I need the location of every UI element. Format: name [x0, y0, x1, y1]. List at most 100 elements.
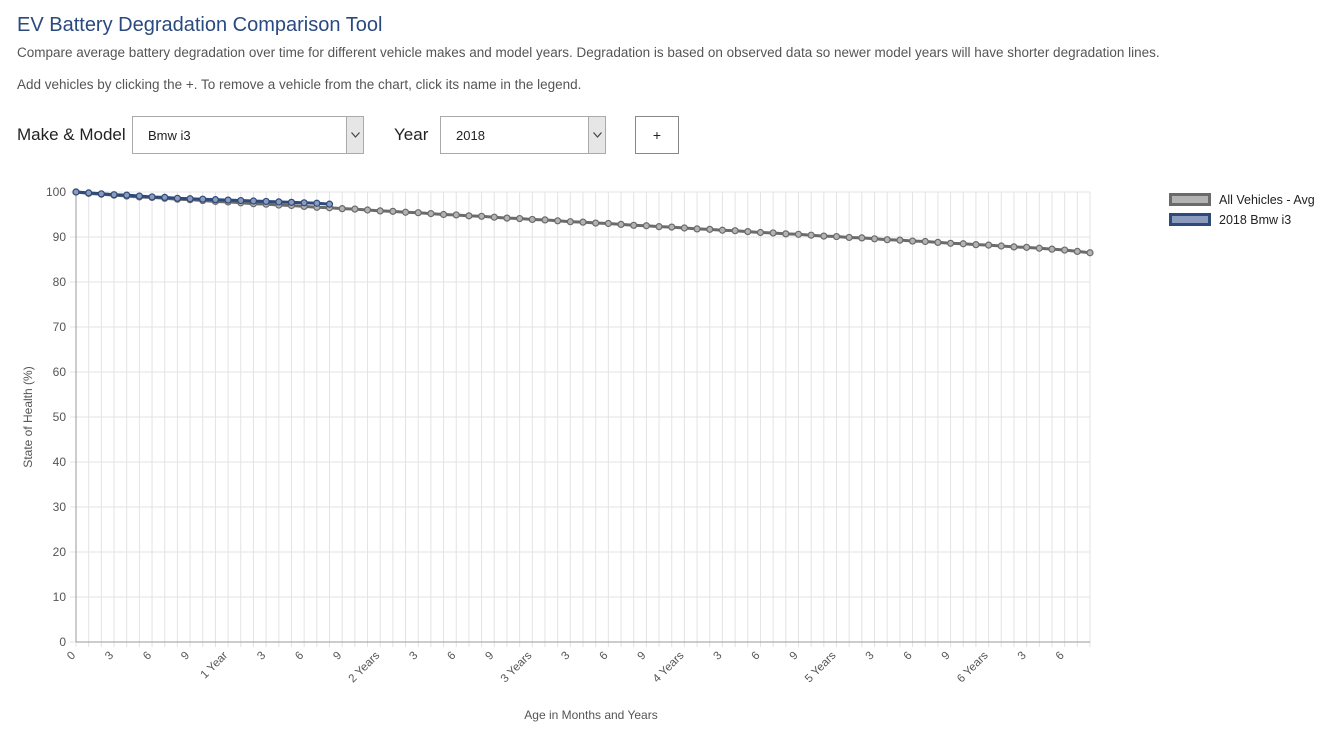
x-tick-label: 6 — [293, 650, 306, 663]
data-point-all-vehicles — [680, 224, 689, 232]
data-point-all-vehicles — [478, 212, 486, 220]
x-tick-label: 5 Years — [803, 649, 839, 685]
y-tick-label: 50 — [53, 410, 67, 424]
data-point-bmw-i3 — [135, 192, 143, 200]
data-point-all-vehicles — [934, 238, 942, 247]
data-point-all-vehicles — [718, 226, 727, 234]
x-tick-label: 3 — [255, 650, 268, 663]
data-point-bmw-i3 — [123, 191, 131, 199]
data-point-all-vehicles — [1073, 247, 1081, 256]
data-point-bmw-i3 — [237, 196, 245, 205]
x-tick-label: 3 — [712, 650, 725, 663]
data-point-bmw-i3 — [287, 198, 296, 206]
data-point-all-vehicles — [832, 232, 841, 241]
x-tick-label: 9 — [179, 650, 192, 663]
data-point-bmw-i3 — [211, 196, 220, 204]
x-tick-label: 4 Years — [651, 649, 687, 685]
x-tick-label: 3 — [103, 650, 116, 663]
data-point-bmw-i3 — [224, 196, 232, 204]
data-point-all-vehicles — [769, 229, 777, 237]
y-tick-label: 20 — [53, 545, 67, 559]
data-point-all-vehicles — [1023, 243, 1031, 251]
data-point-bmw-i3 — [97, 190, 105, 198]
data-point-bmw-i3 — [300, 199, 308, 207]
y-tick-label: 100 — [46, 185, 66, 199]
data-point-all-vehicles — [351, 205, 359, 213]
x-tick-label: 9 — [483, 650, 496, 663]
data-point-all-vehicles — [1086, 249, 1094, 257]
data-point-bmw-i3 — [161, 193, 169, 201]
chevron-down-icon[interactable] — [346, 117, 363, 153]
x-tick-label: 3 — [559, 650, 572, 663]
year-label: Year — [394, 125, 429, 144]
make-model-label: Make & Model — [17, 125, 126, 144]
page-description: Compare average battery degradation over… — [17, 45, 1160, 60]
data-point-all-vehicles — [668, 223, 676, 231]
data-point-all-vehicles — [706, 225, 714, 233]
data-point-all-vehicles — [592, 219, 600, 227]
y-axis-title: State of Health (%) — [21, 366, 35, 467]
make-model-select[interactable]: Bmw i3 — [132, 116, 364, 154]
data-point-all-vehicles — [566, 218, 574, 226]
y-tick-label: 10 — [53, 590, 67, 604]
x-tick-label: 1 Year — [199, 650, 231, 682]
chevron-down-icon[interactable] — [588, 117, 605, 153]
legend-item-all-vehicles[interactable]: All Vehicles - Avg — [1169, 192, 1329, 210]
data-point-all-vehicles — [376, 207, 384, 215]
data-point-all-vehicles — [744, 227, 752, 236]
x-tick-label: 6 — [597, 650, 610, 663]
data-point-all-vehicles — [693, 225, 701, 233]
data-point-all-vehicles — [401, 208, 410, 216]
data-point-bmw-i3 — [275, 198, 283, 206]
data-point-all-vehicles — [782, 230, 790, 238]
data-point-all-vehicles — [604, 219, 612, 228]
x-tick-label: 6 — [750, 650, 763, 663]
data-point-all-vehicles — [465, 212, 473, 220]
x-tick-label: 9 — [635, 650, 648, 663]
y-tick-label: 70 — [53, 320, 67, 334]
x-axis-title: Age in Months and Years — [524, 708, 657, 722]
data-point-all-vehicles — [1035, 244, 1043, 252]
x-tick-label: 6 — [902, 650, 915, 663]
data-point-bmw-i3 — [186, 195, 194, 203]
data-point-all-vehicles — [997, 242, 1005, 250]
x-tick-label: 6 — [141, 650, 154, 663]
legend-label-all-vehicles: All Vehicles - Avg — [1219, 193, 1315, 207]
x-tick-label: 3 — [1016, 650, 1029, 663]
legend-item-bmw-i3[interactable]: 2018 Bmw i3 — [1169, 212, 1329, 230]
make-model-value: Bmw i3 — [148, 128, 191, 143]
data-point-all-vehicles — [528, 215, 536, 224]
x-tick-label: 0 — [65, 650, 78, 663]
data-point-all-vehicles — [655, 223, 663, 231]
data-point-all-vehicles — [1010, 243, 1018, 251]
data-point-all-vehicles — [908, 237, 917, 245]
data-point-bmw-i3 — [85, 189, 93, 197]
data-point-bmw-i3 — [72, 188, 80, 196]
page-instructions: Add vehicles by clicking the +. To remov… — [17, 77, 582, 92]
data-point-all-vehicles — [794, 230, 803, 238]
data-point-bmw-i3 — [313, 199, 321, 207]
data-point-all-vehicles — [883, 236, 891, 244]
y-tick-label: 80 — [53, 275, 67, 289]
x-tick-label: 3 Years — [499, 649, 535, 685]
data-point-all-vehicles — [1048, 245, 1056, 253]
data-point-all-vehicles — [731, 227, 739, 235]
y-tick-label: 40 — [53, 455, 67, 469]
data-point-all-vehicles — [490, 213, 498, 221]
data-point-all-vehicles — [959, 240, 967, 248]
data-point-all-vehicles — [972, 241, 980, 249]
legend-swatch-all-vehicles — [1169, 193, 1211, 206]
x-tick-label: 6 Years — [955, 649, 991, 685]
data-point-all-vehicles — [858, 234, 866, 242]
add-vehicle-button[interactable]: + — [635, 116, 679, 154]
x-tick-label: 9 — [940, 650, 953, 663]
x-tick-label: 3 — [864, 650, 877, 663]
data-point-all-vehicles — [554, 217, 562, 225]
data-point-all-vehicles — [389, 207, 397, 215]
year-select[interactable]: 2018 — [440, 116, 606, 154]
data-point-all-vehicles — [427, 209, 435, 218]
data-point-all-vehicles — [541, 216, 549, 224]
page-title: EV Battery Degradation Comparison Tool — [17, 14, 383, 36]
data-point-all-vehicles — [516, 214, 524, 223]
data-point-all-vehicles — [807, 231, 815, 239]
